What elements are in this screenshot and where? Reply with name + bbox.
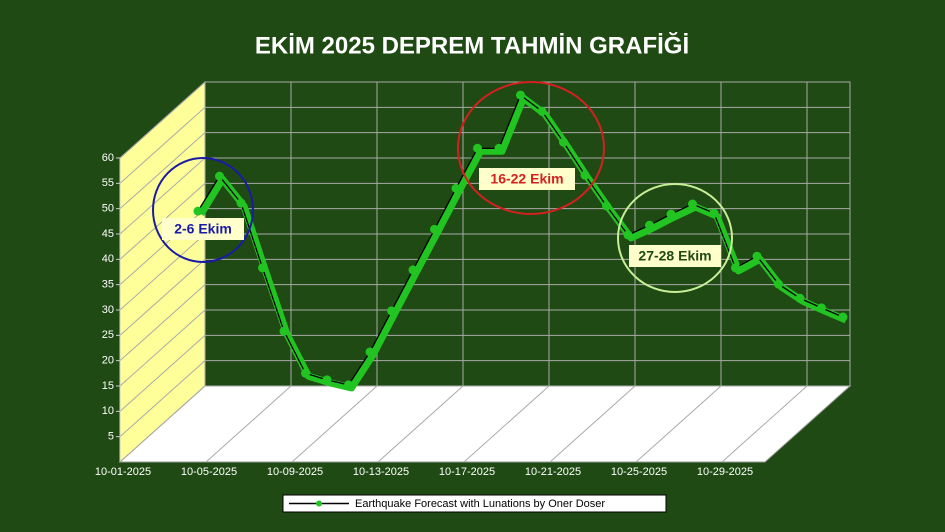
x-tick-label: 10-21-2025 [525, 466, 581, 478]
annotation-box [162, 218, 244, 240]
point [365, 347, 375, 357]
legend-label: Earthquake Forecast with Lunations by On… [355, 498, 605, 510]
point [559, 137, 568, 147]
point [236, 198, 246, 208]
annotation-circle [152, 157, 254, 263]
point [666, 209, 676, 219]
x-tick-label: 10-17-2025 [439, 466, 495, 478]
point [645, 220, 654, 230]
point [258, 263, 267, 273]
annotation-label: 16-22 Ekim [490, 171, 563, 187]
point [516, 90, 525, 100]
wall-grid-line [119, 360, 206, 438]
point [731, 263, 740, 273]
y-tick-label: 60 [102, 152, 114, 164]
point [494, 143, 504, 153]
annotation-label: 2-6 Ekim [174, 221, 232, 237]
point [580, 170, 590, 180]
annotation-circle [617, 183, 733, 293]
chart-title: EKİM 2025 DEPREM TAHMİN GRAFİĞİ [255, 31, 689, 59]
wall-grid-line [119, 309, 206, 387]
x-tick-label: 10-01-2025 [95, 466, 151, 478]
wall-grid-line [119, 334, 206, 412]
annotation-circle [457, 81, 605, 215]
point [795, 293, 805, 303]
point [623, 230, 633, 240]
y-tick-label: 55 [102, 177, 114, 189]
point [279, 326, 289, 336]
legend-box [282, 494, 667, 513]
point [344, 380, 353, 390]
legend-marker [316, 500, 322, 507]
annotation-label: 27-28 Ekim [638, 248, 711, 264]
x-tick-label: 10-09-2025 [267, 466, 323, 478]
floor-grid-line [291, 385, 378, 463]
y-tick-label: 15 [102, 380, 114, 392]
wall-grid-line [119, 258, 206, 336]
y-tick-label: 10 [102, 405, 114, 417]
y-tick-label: 5 [108, 431, 114, 443]
point [193, 206, 203, 216]
wall-grid-line [119, 132, 206, 210]
point [709, 208, 719, 218]
floor-grid-line [205, 385, 292, 463]
point [688, 199, 697, 209]
wall-grid-line [119, 157, 206, 235]
floor-grid-line [549, 385, 636, 463]
y-tick-label: 20 [102, 355, 114, 367]
wall-grid-line [119, 81, 206, 159]
x-tick-label: 10-13-2025 [353, 466, 409, 478]
point [537, 106, 547, 116]
point [817, 303, 826, 313]
point [322, 375, 332, 385]
point [387, 306, 396, 316]
wall-grid-line [119, 233, 206, 311]
floor-grid-line [119, 385, 206, 463]
point [451, 183, 461, 193]
x-tick-label: 10-29-2025 [697, 466, 753, 478]
y-tick-label: 35 [102, 279, 114, 291]
y-tick-label: 45 [102, 228, 114, 240]
point [774, 279, 783, 289]
annotation-box [479, 168, 575, 190]
wall-grid-line [119, 106, 206, 184]
floor-grid-line [721, 385, 808, 463]
point [301, 368, 310, 378]
floor-grid-line [463, 385, 550, 463]
y-tick-label: 30 [102, 304, 114, 316]
point [215, 171, 224, 181]
point [602, 201, 611, 211]
y-tick-label: 40 [102, 253, 114, 265]
wall-grid-line [119, 284, 206, 362]
y-tick-label: 50 [102, 203, 114, 215]
point [838, 312, 848, 322]
floor-grid-line [635, 385, 722, 463]
x-tick-label: 10-05-2025 [181, 466, 237, 478]
point [430, 224, 439, 234]
point [752, 251, 762, 261]
x-tick-label: 10-25-2025 [611, 466, 667, 478]
floor [118, 385, 852, 463]
floor-grid-line [377, 385, 464, 463]
point [473, 143, 482, 153]
point [408, 265, 418, 275]
y-tick-label: 25 [102, 329, 114, 341]
annotation-box [629, 245, 721, 267]
